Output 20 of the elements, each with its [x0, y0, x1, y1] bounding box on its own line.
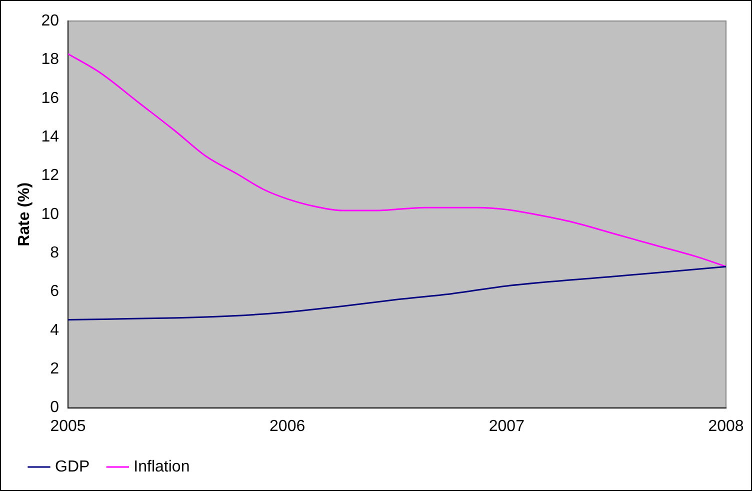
legend-label: Inflation: [134, 458, 190, 476]
x-tick-label: 2008: [708, 418, 744, 435]
y-axis-title: Rate (%): [16, 182, 34, 246]
x-tick-label: 2006: [270, 418, 306, 435]
line-series: [68, 266, 726, 321]
y-tick-label: 18: [41, 51, 60, 68]
x-tick-label: 2007: [488, 418, 525, 435]
y-tick-label: 20: [41, 12, 60, 30]
y-tick-label: 2: [50, 360, 60, 378]
y-tick-label: 0: [50, 399, 60, 416]
y-tick-label: 16: [41, 90, 60, 107]
y-tick-label: 14: [41, 128, 60, 146]
y-tick-label: 4: [50, 322, 60, 339]
x-tick-label: 2005: [50, 418, 86, 435]
y-tick-label: 6: [50, 283, 60, 300]
legend-label: GDP: [55, 458, 90, 476]
y-tick-label: 12: [41, 167, 60, 184]
line-series: [68, 53, 726, 268]
y-tick-label: 10: [41, 206, 60, 223]
y-tick-label: 8: [50, 244, 60, 262]
